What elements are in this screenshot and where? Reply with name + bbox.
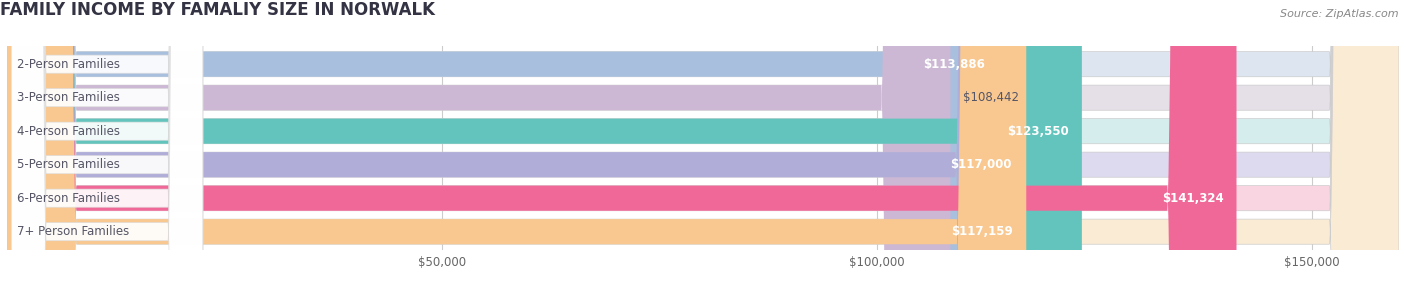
FancyBboxPatch shape	[11, 0, 202, 305]
FancyBboxPatch shape	[7, 0, 1399, 305]
FancyBboxPatch shape	[11, 0, 202, 305]
Text: 3-Person Families: 3-Person Families	[17, 91, 121, 104]
FancyBboxPatch shape	[7, 0, 998, 305]
Text: 4-Person Families: 4-Person Families	[17, 125, 121, 138]
FancyBboxPatch shape	[7, 0, 950, 305]
Text: $117,159: $117,159	[952, 225, 1014, 238]
FancyBboxPatch shape	[11, 0, 202, 305]
FancyBboxPatch shape	[7, 0, 1081, 305]
Text: 2-Person Families: 2-Person Families	[17, 58, 121, 71]
FancyBboxPatch shape	[7, 0, 1399, 305]
FancyBboxPatch shape	[7, 0, 1399, 305]
Text: Source: ZipAtlas.com: Source: ZipAtlas.com	[1281, 9, 1399, 19]
Text: 7+ Person Families: 7+ Person Families	[17, 225, 129, 238]
FancyBboxPatch shape	[11, 0, 202, 305]
Text: $113,886: $113,886	[922, 58, 984, 71]
Text: $123,550: $123,550	[1007, 125, 1069, 138]
FancyBboxPatch shape	[7, 0, 1399, 305]
FancyBboxPatch shape	[11, 0, 202, 305]
FancyBboxPatch shape	[7, 0, 1025, 305]
FancyBboxPatch shape	[7, 0, 1399, 305]
Text: 6-Person Families: 6-Person Families	[17, 192, 121, 205]
Text: FAMILY INCOME BY FAMALIY SIZE IN NORWALK: FAMILY INCOME BY FAMALIY SIZE IN NORWALK	[0, 1, 434, 19]
FancyBboxPatch shape	[11, 0, 202, 305]
Text: $141,324: $141,324	[1161, 192, 1223, 205]
FancyBboxPatch shape	[7, 0, 1236, 305]
FancyBboxPatch shape	[7, 0, 1026, 305]
Text: 5-Person Families: 5-Person Families	[17, 158, 121, 171]
FancyBboxPatch shape	[7, 0, 1399, 305]
Text: $108,442: $108,442	[963, 91, 1019, 104]
Text: $117,000: $117,000	[950, 158, 1012, 171]
